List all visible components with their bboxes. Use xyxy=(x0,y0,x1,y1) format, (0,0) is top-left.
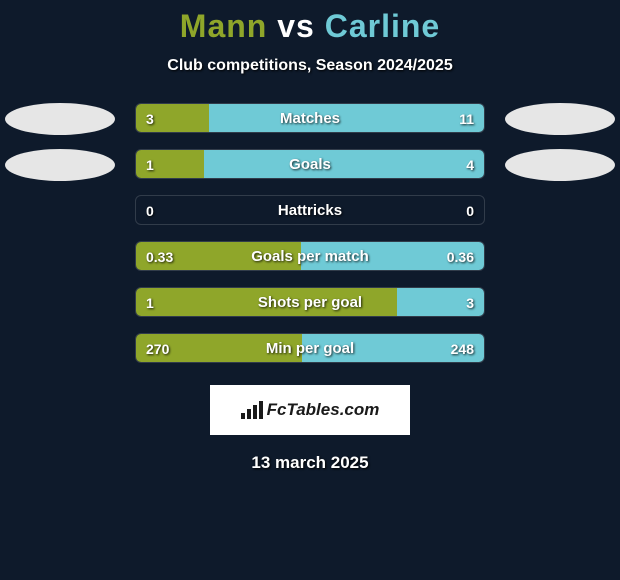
player1-name: Mann xyxy=(180,8,268,44)
stat-value-right: 0.36 xyxy=(447,242,474,271)
stat-bar: Matches311 xyxy=(135,103,485,133)
bar-segment-right xyxy=(209,104,484,132)
stats-area: Matches311Goals14Hattricks00Goals per ma… xyxy=(0,103,620,379)
stat-bar: Goals per match0.330.36 xyxy=(135,241,485,271)
stat-value-left: 0.33 xyxy=(146,242,173,271)
stat-row: Shots per goal13 xyxy=(0,287,620,333)
stat-value-left: 3 xyxy=(146,104,154,133)
bar-segment-right xyxy=(204,150,484,178)
stat-value-right: 3 xyxy=(466,288,474,317)
barchart-icon xyxy=(241,401,263,419)
date-line: 13 march 2025 xyxy=(0,453,620,473)
stat-row: Goals per match0.330.36 xyxy=(0,241,620,287)
source-logo: FcTables.com xyxy=(210,385,410,435)
stat-row: Matches311 xyxy=(0,103,620,149)
stat-value-right: 0 xyxy=(466,196,474,225)
team-badge-left xyxy=(5,103,115,135)
stat-bar: Min per goal270248 xyxy=(135,333,485,363)
team-badge-right xyxy=(505,149,615,181)
stat-value-right: 248 xyxy=(451,334,474,363)
stat-value-left: 1 xyxy=(146,150,154,179)
stat-value-right: 11 xyxy=(459,104,474,133)
stat-bar: Goals14 xyxy=(135,149,485,179)
page-title: Mann vs Carline xyxy=(0,8,620,45)
stat-value-left: 1 xyxy=(146,288,154,317)
logo-text: FcTables.com xyxy=(267,400,380,420)
team-badge-left xyxy=(5,149,115,181)
stat-row: Goals14 xyxy=(0,149,620,195)
subtitle: Club competitions, Season 2024/2025 xyxy=(0,57,620,75)
comparison-infographic: Mann vs Carline Club competitions, Seaso… xyxy=(0,0,620,580)
player2-name: Carline xyxy=(325,8,440,44)
stat-bar: Shots per goal13 xyxy=(135,287,485,317)
bar-segment-left xyxy=(136,288,399,316)
stat-bar: Hattricks0 0 xyxy=(135,195,485,225)
title-vs: vs xyxy=(277,8,315,44)
stat-value-right: 4 xyxy=(466,150,474,179)
stat-row: Hattricks0 0 xyxy=(0,195,620,241)
stat-label: Hattricks xyxy=(136,196,484,225)
team-badge-right xyxy=(505,103,615,135)
stat-row: Min per goal270248 xyxy=(0,333,620,379)
stat-value-left: 0 xyxy=(146,196,154,225)
stat-value-left: 270 xyxy=(146,334,169,363)
